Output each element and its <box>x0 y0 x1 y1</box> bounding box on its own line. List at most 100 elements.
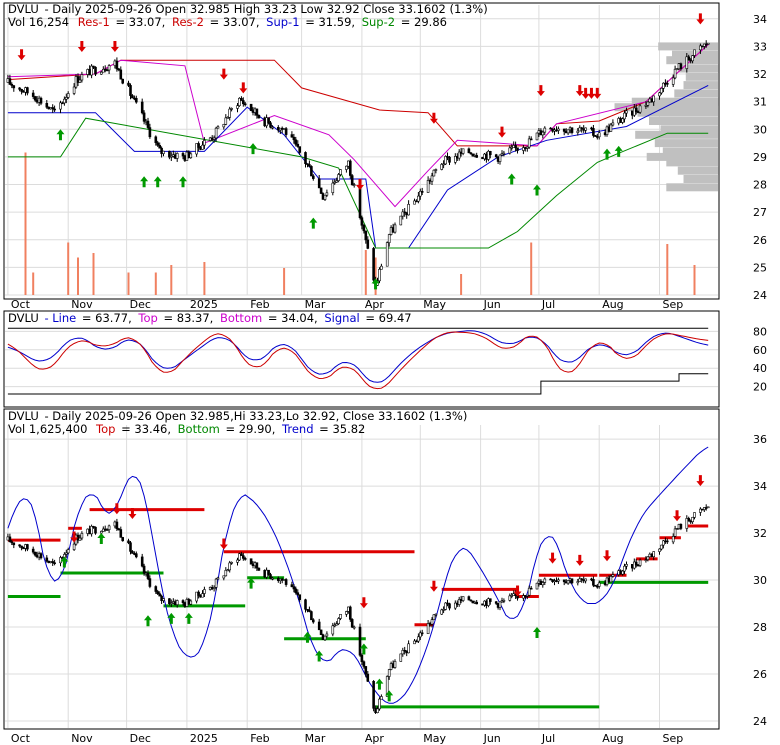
trend-candle <box>222 575 226 579</box>
trend-candle <box>652 551 656 557</box>
price-candle <box>675 68 679 71</box>
price-candle <box>498 154 502 162</box>
price-candle <box>453 156 457 163</box>
trend-sell-arrow <box>429 580 438 592</box>
volume-bars <box>24 152 696 295</box>
price-candle <box>319 187 323 194</box>
price-candle <box>401 211 405 217</box>
trend-candle <box>317 621 321 631</box>
price-candle <box>65 97 68 100</box>
price-candle <box>181 153 185 157</box>
volume-bar <box>92 253 95 295</box>
trend-candle <box>510 595 514 597</box>
price-candle <box>88 69 91 76</box>
price-candle <box>311 175 315 179</box>
trend-candle <box>251 563 255 567</box>
price-x-tick-May: May <box>423 298 446 311</box>
trend-candle <box>541 582 545 586</box>
price-candle <box>94 66 97 75</box>
trend-candle <box>525 594 529 597</box>
volume-profile-bar <box>666 183 718 192</box>
buy-arrow <box>603 148 612 160</box>
trend-candle <box>508 595 512 601</box>
trend-y-tick-30: 30 <box>753 574 767 587</box>
trend-candle <box>8 536 12 543</box>
price-candle <box>80 74 84 81</box>
price-candle <box>142 112 146 122</box>
price-candle <box>461 148 465 154</box>
buy-arrow <box>249 143 258 155</box>
trend-candle <box>662 540 665 546</box>
trend-header-trend-value: = 35.82 <box>319 422 365 436</box>
price-candle <box>699 45 702 51</box>
sell-arrow <box>239 82 248 94</box>
price-header-res1-value: = 33.07, <box>115 15 165 29</box>
trend-candle <box>333 624 337 627</box>
trend-candle <box>693 512 696 518</box>
trend-candle <box>90 525 93 535</box>
trend-candle <box>115 521 119 529</box>
price-candle <box>146 120 150 128</box>
trend-x-tick-Aug: Aug <box>602 732 623 745</box>
sell-arrow <box>429 112 438 124</box>
price-candle <box>148 127 152 138</box>
buy-arrow <box>507 173 516 185</box>
price-candle <box>119 69 123 80</box>
price-candle <box>292 136 296 141</box>
trend-panel: 24 26 28 30 32 34 36 Oct Nov Dec 2025 Feb Mar Apr May… <box>3 408 767 745</box>
trend-candle <box>267 569 270 575</box>
trend-candle <box>331 625 335 635</box>
trend-candle <box>401 649 405 655</box>
trend-sell-arrow <box>359 597 368 609</box>
trend-candle <box>420 632 424 635</box>
trend-candle <box>671 536 675 543</box>
trend-candle <box>399 653 403 662</box>
trend-header-symbol: DVLU <box>8 409 39 423</box>
price-candle <box>442 163 445 166</box>
trend-candle <box>434 613 438 616</box>
price-candle <box>183 155 187 161</box>
stochastic-grid <box>5 330 718 388</box>
trend-header-line1: DVLU - Daily 2025-09-26 Open 32.985,Hi 3… <box>8 409 467 423</box>
trend-candle <box>129 542 132 552</box>
trend-candle <box>201 593 204 598</box>
volume-bar <box>127 272 130 295</box>
price-candle <box>380 265 383 270</box>
volume-profile-bar <box>683 175 718 183</box>
price-candle <box>173 154 177 159</box>
trend-candle <box>65 552 68 555</box>
trend-candle <box>646 556 650 560</box>
trend-candle <box>634 561 638 566</box>
volume-profile-bar <box>646 152 718 161</box>
price-candle <box>646 101 650 106</box>
trend-header-line2: Vol 1,625,400 Top = 33.46, Bottom = 29.9… <box>8 422 365 436</box>
price-candle <box>240 98 243 101</box>
stochastic-panel: 20 40 60 80 DVLU - Line = 63.77, Top = 83.3… <box>3 310 767 408</box>
price-candle <box>673 68 677 79</box>
trend-buy-arrow <box>167 612 176 624</box>
price-candle <box>255 108 259 116</box>
price-y-tick-25: 25 <box>753 261 767 274</box>
price-candle <box>576 130 580 133</box>
price-candle <box>39 97 43 104</box>
price-candle <box>535 132 539 141</box>
trend-candle <box>100 531 103 534</box>
volume-bar <box>32 272 35 295</box>
trend-candle <box>658 548 661 552</box>
price-candle <box>594 135 597 137</box>
sell-arrow <box>356 179 364 191</box>
price-candle <box>393 224 397 233</box>
trend-candle <box>350 619 354 628</box>
price-candle <box>592 128 595 136</box>
trend-signals <box>60 475 705 702</box>
trend-candle <box>487 598 490 606</box>
trend-sell-arrow <box>673 510 682 522</box>
price-candle <box>317 178 321 189</box>
price-header-title: - Daily 2025-09-26 Open 32.985 High 33.2… <box>44 2 487 16</box>
price-candle <box>529 138 533 141</box>
sell-arrow <box>587 87 596 99</box>
price-header-line2: Vol 16,254 Res-1 = 33.07, Res-2 = 33.07,… <box>8 15 447 29</box>
price-candle <box>140 101 144 114</box>
trend-candle <box>148 578 152 587</box>
trend-candle <box>154 586 158 592</box>
